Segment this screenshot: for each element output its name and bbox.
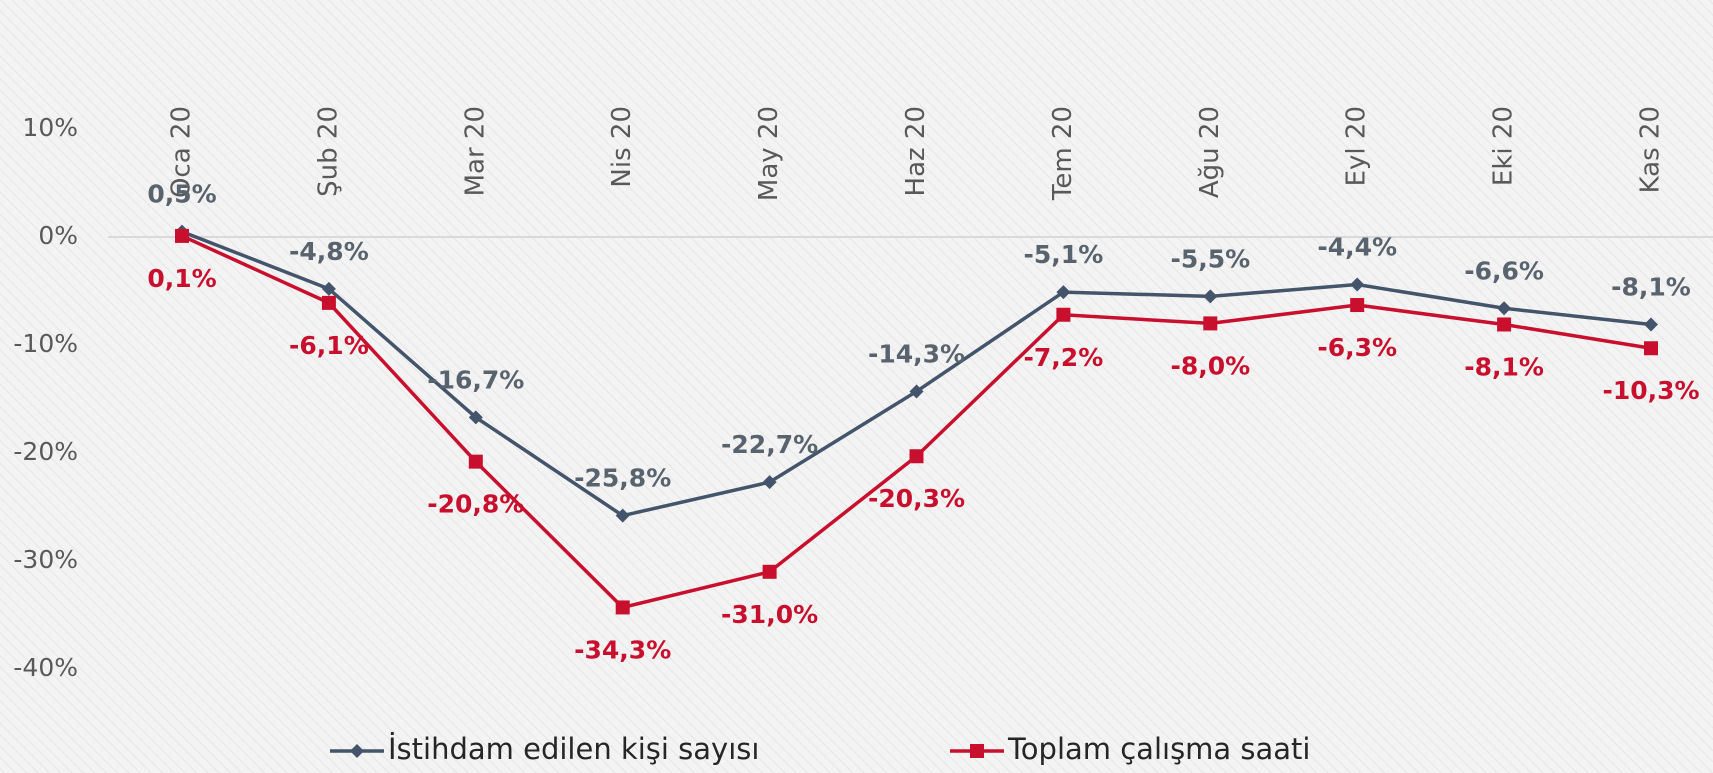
x-tick-label: Tem 20 <box>1048 106 1078 201</box>
marker <box>1350 277 1365 292</box>
marker <box>1497 317 1512 332</box>
data-label: -34,3% <box>574 635 671 664</box>
data-label: -7,2% <box>1024 343 1104 372</box>
data-label: -8,0% <box>1170 351 1250 380</box>
marker <box>909 449 924 464</box>
marker <box>762 564 777 579</box>
x-tick-label: Kas 20 <box>1636 106 1666 193</box>
data-label: -8,1% <box>1464 352 1544 381</box>
marker <box>762 475 777 490</box>
y-tick-label: -20% <box>13 437 78 466</box>
marker <box>909 384 924 399</box>
y-tick-label: 0% <box>38 221 78 250</box>
data-label: -6,3% <box>1317 333 1397 362</box>
data-label: -6,1% <box>289 331 369 360</box>
data-label: -4,8% <box>289 237 369 266</box>
data-label: -8,1% <box>1611 272 1691 301</box>
marker <box>175 228 189 243</box>
marker <box>321 295 336 310</box>
y-tick-label: -10% <box>13 329 78 358</box>
marker <box>615 508 630 523</box>
data-label: -14,3% <box>868 339 965 368</box>
x-tick-label: Mar 20 <box>460 106 490 196</box>
data-label: 0,1% <box>147 264 216 293</box>
marker <box>1644 317 1658 332</box>
data-label: -22,7% <box>721 430 818 459</box>
x-tick-label: Eki 20 <box>1489 106 1519 186</box>
data-label: -5,1% <box>1024 240 1104 269</box>
data-label: -6,6% <box>1464 256 1544 285</box>
y-tick-label: 10% <box>22 113 78 142</box>
marker <box>1056 285 1071 300</box>
x-tick-label: Ağu 20 <box>1195 106 1225 198</box>
data-label: -25,8% <box>574 464 671 493</box>
x-tick-label: May 20 <box>754 106 784 201</box>
marker <box>615 600 630 615</box>
marker <box>468 454 483 469</box>
legend-marker <box>970 744 984 758</box>
marker <box>1350 298 1365 313</box>
y-tick-label: -40% <box>13 653 78 682</box>
marker <box>321 281 336 296</box>
marker <box>1203 316 1218 331</box>
data-label: 0,5% <box>147 180 216 209</box>
marker <box>1497 301 1512 316</box>
x-tick-label: Eyl 20 <box>1342 106 1372 186</box>
marker <box>468 410 483 425</box>
x-tick-label: Haz 20 <box>901 106 931 196</box>
data-label: -20,3% <box>868 484 965 513</box>
data-label: -20,8% <box>427 490 524 519</box>
legend-marker <box>350 744 364 758</box>
data-label: -31,0% <box>721 600 818 629</box>
y-tick-label: -30% <box>13 545 78 574</box>
data-label: -16,7% <box>427 365 524 394</box>
legend-label: Toplam çalışma saati <box>1007 732 1311 766</box>
x-tick-label: Oca 20 <box>167 106 197 198</box>
marker <box>1644 341 1658 356</box>
marker <box>1056 307 1071 322</box>
marker <box>1203 289 1218 304</box>
data-label: -5,5% <box>1170 244 1250 273</box>
x-tick-label: Şub 20 <box>313 106 343 197</box>
data-label: -4,4% <box>1317 233 1397 262</box>
data-label: -10,3% <box>1602 376 1699 405</box>
legend-label: İstihdam edilen kişi sayısı <box>388 732 759 766</box>
x-tick-label: Nis 20 <box>607 106 637 188</box>
